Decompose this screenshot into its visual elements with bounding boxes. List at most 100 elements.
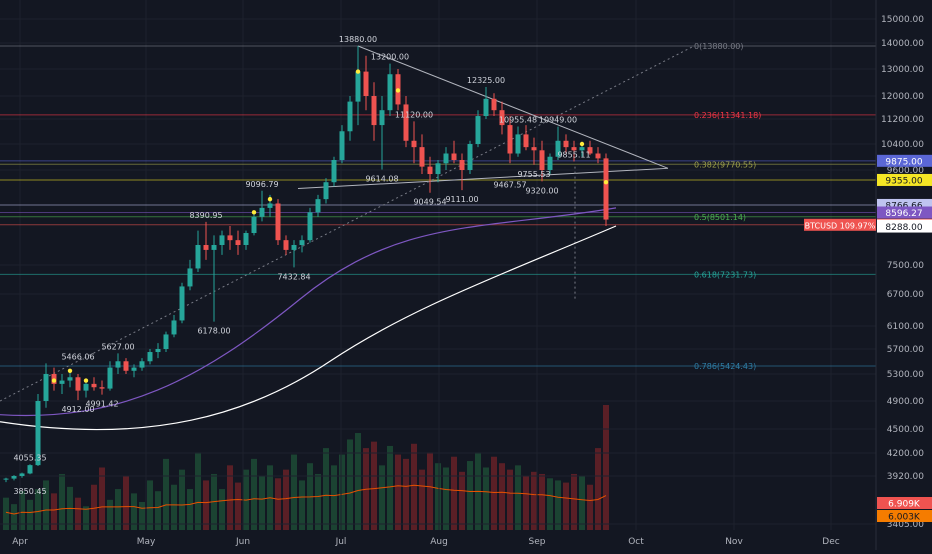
- candle-body-51: [411, 140, 417, 148]
- volume-bar-44: [355, 433, 361, 530]
- x-tick-1: May: [137, 537, 156, 547]
- candle-body-44: [355, 71, 361, 102]
- volume-bar-63: [507, 469, 513, 530]
- price-label-bg-6: [877, 220, 932, 233]
- y-tick-8: 6700.00: [887, 290, 924, 300]
- volume-bar-73: [587, 484, 593, 530]
- volume-bar-22: [179, 469, 185, 530]
- x-tick-0: Apr: [12, 537, 28, 547]
- candle-body-57: [459, 160, 465, 170]
- candle-body-14: [115, 361, 121, 368]
- candle-body-67: [539, 150, 545, 170]
- volume-bar-29: [235, 482, 241, 530]
- candle-body-58: [467, 144, 473, 170]
- annotation-22: 3850.45: [13, 487, 46, 496]
- volume-bar-6: [51, 493, 57, 530]
- volume-bar-56: [451, 456, 457, 530]
- volume-bar-31: [251, 458, 257, 530]
- fib-label-2: 0.382(9770.55): [694, 160, 756, 169]
- volume-label-bg-1: [877, 510, 932, 522]
- annotation-7: 9049.54: [413, 198, 446, 207]
- volume-bar-71: [571, 473, 577, 530]
- volume-bar-57: [459, 471, 465, 530]
- candle-body-8: [67, 377, 73, 381]
- marker-dot-0: [355, 69, 361, 74]
- volume-bar-52: [419, 469, 425, 530]
- candle-body-33: [267, 203, 273, 208]
- candle-body-74: [595, 153, 601, 159]
- volume-bar-25: [203, 480, 209, 530]
- volume-bar-2: [19, 491, 25, 530]
- candle-body-62: [499, 110, 505, 126]
- candle-body-36: [291, 245, 297, 250]
- x-tick-2: Jun: [235, 537, 250, 547]
- volume-bar-0: [3, 497, 9, 530]
- annotation-6: 9614.08: [365, 175, 398, 184]
- volume-bar-18: [147, 480, 153, 530]
- candle-body-75: [603, 158, 609, 220]
- volume-bar-41: [331, 465, 337, 530]
- volume-bar-74: [595, 448, 601, 530]
- y-tick-1: 14000.00: [881, 39, 924, 49]
- annotation-1: 13200.00: [371, 53, 409, 62]
- candle-body-28: [227, 235, 233, 241]
- ma-white-line: [0, 225, 617, 431]
- annotation-21: 4055.35: [13, 454, 46, 463]
- y-tick-6: 9600.00: [887, 166, 924, 176]
- candle-body-43: [347, 101, 353, 132]
- annotation-4: 10955.48: [499, 115, 537, 124]
- volume-bar-75: [603, 405, 609, 530]
- volume-bar-14: [115, 489, 121, 530]
- marker-dot-3: [251, 210, 257, 215]
- candle-body-22: [179, 286, 185, 321]
- y-tick-0: 15000.00: [881, 15, 924, 25]
- marker-dot-8: [603, 180, 609, 185]
- volume-bar-9: [75, 497, 81, 530]
- annotation-16: 6178.00: [197, 327, 230, 336]
- annotation-15: 7432.84: [277, 272, 310, 281]
- annotation-9: 9467.57: [493, 180, 526, 189]
- candle-body-47: [379, 110, 385, 126]
- candle-body-55: [443, 153, 449, 164]
- volume-bar-40: [323, 448, 329, 530]
- volume-bar-24: [195, 452, 201, 530]
- candle-body-29: [235, 240, 241, 246]
- volume-bar-13: [107, 499, 113, 530]
- volume-bar-69: [555, 480, 561, 530]
- volume-bar-62: [499, 463, 505, 530]
- volume-bar-67: [539, 473, 545, 530]
- marker-dot-1: [395, 88, 401, 93]
- annotation-3: 11120.00: [395, 110, 433, 119]
- candle-body-66: [531, 147, 537, 151]
- price-label-bg-3: [877, 206, 932, 219]
- candle-body-42: [339, 131, 345, 161]
- x-tick-7: Nov: [725, 537, 743, 547]
- annotation-0: 13880.00: [339, 35, 377, 44]
- y-tick-3: 12000.00: [881, 92, 924, 102]
- y-tick-12: 4900.00: [887, 397, 924, 407]
- volume-bar-23: [187, 489, 193, 530]
- volume-bar-65: [523, 476, 529, 530]
- volume-bar-55: [443, 467, 449, 530]
- volume-bar-10: [83, 506, 89, 530]
- volume-bar-12: [99, 467, 105, 530]
- candle-body-17: [139, 361, 145, 368]
- candle-body-60: [483, 98, 489, 117]
- candle-body-13: [107, 367, 113, 389]
- volume-bar-54: [435, 463, 441, 530]
- candle-body-9: [75, 377, 81, 391]
- y-tick-10: 5700.00: [887, 345, 924, 355]
- volume-bar-53: [427, 452, 433, 530]
- volume-bar-3: [27, 499, 33, 530]
- candle-body-64: [515, 134, 521, 154]
- candle-body-16: [131, 367, 137, 371]
- fib-label-5: 0.786(5424.43): [694, 362, 756, 371]
- annotation-19: 4912.00: [61, 405, 94, 414]
- candle-body-45: [363, 71, 369, 96]
- candle-body-48: [387, 74, 393, 111]
- candle-body-19: [155, 349, 161, 353]
- y-axis-panel: [876, 0, 932, 550]
- y-tick-7: 7500.00: [887, 261, 924, 271]
